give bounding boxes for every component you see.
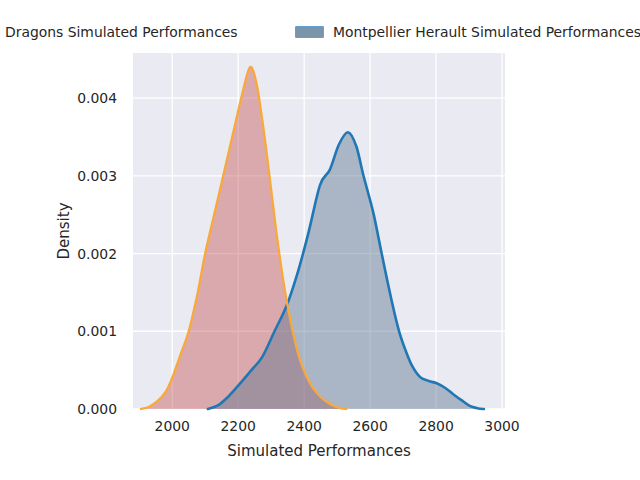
x-tick-label: 2800 [418,418,453,434]
x-tick-label: 2600 [352,418,387,434]
y-tick-label: 0.003 [77,168,117,184]
y-tick-label: 0.004 [77,90,117,106]
legend-label-dragons: Dragons Simulated Performances [5,22,238,42]
y-tick-label: 0.002 [77,246,117,262]
y-tick-label: 0.001 [77,323,117,339]
x-tick-label: 2400 [286,418,321,434]
legend-swatch-icon [295,26,324,38]
x-tick-label: 3000 [484,418,519,434]
y-axis-label: Density [55,202,73,259]
legend-item-dragons: Dragons Simulated Performances [5,22,238,42]
figure: Dragons Simulated Performances Montpelli… [0,0,640,480]
x-tick-label: 2200 [221,418,256,434]
x-tick-label: 2000 [155,418,190,434]
y-tick-label: 0.000 [77,401,117,417]
legend-item-montpellier: Montpellier Herault Simulated Performanc… [295,22,640,42]
legend-label-montpellier: Montpellier Herault Simulated Performanc… [333,22,640,42]
x-axis-label: Simulated Performances [227,442,410,460]
